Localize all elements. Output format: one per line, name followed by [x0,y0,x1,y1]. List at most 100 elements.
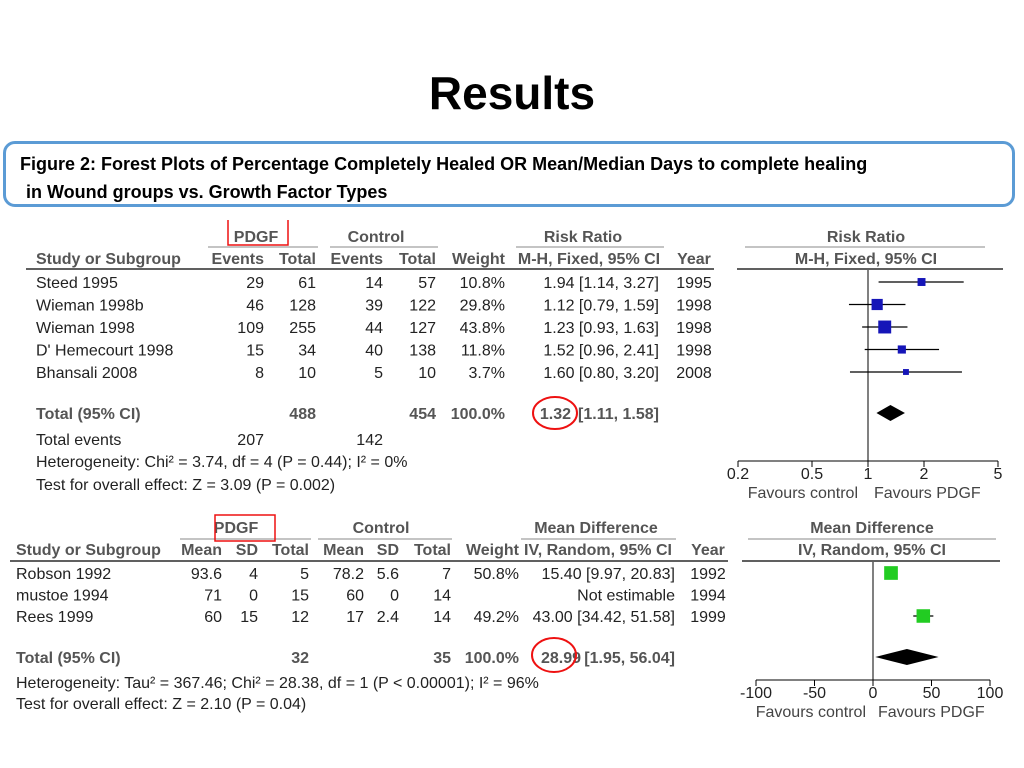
events1-value: 8 [255,365,264,382]
year-column-header: Year [677,251,711,268]
group2-header: Control [348,229,405,246]
total2-value: 122 [409,298,436,315]
caption-line-1: Figure 2: Forest Plots of Percentage Com… [20,154,868,174]
total2-value: 138 [409,343,436,360]
effect-ci-value: 1.12 [0.79, 1.59] [543,298,659,315]
heterogeneity-text: Heterogeneity: Chi² = 3.74, df = 4 (P = … [36,454,407,471]
study-name: Wieman 1998 [36,320,135,337]
total1-value: 10 [298,365,316,382]
total1-value: 61 [298,275,316,292]
x-tick-label: 2 [920,466,929,483]
total1-value: 15 [291,588,309,605]
total2-value: 7 [442,566,451,583]
pooled-estimate-diamond [875,649,939,665]
x-tick-label: 50 [923,685,941,702]
total-weight-value: 100.0% [451,406,505,423]
events2-value: 44 [365,320,383,337]
events2-value: 14 [365,275,383,292]
sd1-value: 15 [240,609,258,626]
weight-value: 29.8% [460,298,505,315]
sd1-column-header: SD [236,542,258,559]
total2-column-header: Total [399,251,436,268]
total1-value: 255 [289,320,316,337]
total2-value: 127 [409,320,436,337]
effect-ci-value: 15.40 [9.97, 20.83] [542,566,675,583]
group1-header: PDGF [214,520,259,537]
events1-value: 46 [246,298,264,315]
total2-column-header: Total [414,542,451,559]
slide-title: Results [428,67,596,119]
total2-value: 57 [418,275,436,292]
study-name: mustoe 1994 [16,588,109,605]
total-label: Total (95% CI) [36,406,141,423]
total1-column-header: Total [272,542,309,559]
x-tick-label: 5 [994,466,1003,483]
study-name: D' Hemecourt 1998 [36,343,173,360]
x-tick-label: 0 [869,685,878,702]
year-value: 1999 [690,609,726,626]
weight-column-header: Weight [452,251,506,268]
total-ci-value: [1.11, 1.58] [578,406,659,423]
x-tick-label: 0.2 [727,466,749,483]
total-estimate-highlight [532,396,578,430]
sd1-value: 4 [249,566,258,583]
point-estimate-marker [878,320,892,334]
mean2-column-header: Mean [323,542,364,559]
x-tick-label: 100 [977,685,1004,702]
events2-column-header: Events [331,251,384,268]
total1-value: 5 [300,566,309,583]
study-name: Steed 1995 [36,275,118,292]
heterogeneity-text: Heterogeneity: Tau² = 367.46; Chi² = 28.… [16,675,539,692]
mean1-value: 93.6 [191,566,222,583]
study-name: Bhansali 2008 [36,365,138,382]
weight-value: 3.7% [469,365,505,382]
study-column-header: Study or Subgroup [36,251,181,268]
total2-value: 10 [418,365,436,382]
events1-column-header: Events [212,251,265,268]
effect-header: Mean Difference [534,520,658,537]
favours-left-label: Favours control [756,704,866,721]
total-events-label: Total events [36,432,121,449]
year-value: 1998 [676,298,712,315]
events2-value: 40 [365,343,383,360]
sd2-value: 2.4 [377,609,399,626]
year-value: 1992 [690,566,726,583]
point-estimate-marker [871,298,883,311]
study-name: Robson 1992 [16,566,111,583]
mean1-value: 60 [204,609,222,626]
weight-value: 43.8% [460,320,505,337]
risk-ratio-forest-plot: PDGF Control Risk Ratio Risk Ratio Study or … [26,220,1003,502]
effect-ci-value: 1.52 [0.96, 2.41] [543,343,659,360]
total2-value: 14 [433,609,451,626]
total-events1-value: 207 [237,432,264,449]
sd2-value: 0 [390,588,399,605]
total-events2-value: 142 [356,432,383,449]
group2-header: Control [353,520,410,537]
favours-left-label: Favours control [748,485,858,502]
total2-value: 14 [433,588,451,605]
group1-header: PDGF [234,229,279,246]
events2-value: 39 [365,298,383,315]
effect-ci-value: 43.00 [34.42, 51.58] [533,609,675,626]
total2-value: 454 [409,406,436,423]
year-value: 2008 [676,365,712,382]
total-estimate-highlight [531,637,577,673]
weight-value: 50.8% [474,566,519,583]
point-estimate-marker [897,345,906,354]
total2-value: 35 [433,650,451,667]
weight-value: 11.8% [461,343,505,360]
weight-column-header: Weight [466,542,520,559]
plot-effect-header: Risk Ratio [827,229,905,246]
x-tick-label: -50 [803,685,826,702]
events1-value: 15 [246,343,264,360]
figure-caption-box: Figure 2: Forest Plots of Percentage Com… [3,141,1015,207]
plot-method-header: M-H, Fixed, 95% CI [795,251,937,268]
group1-highlight-box [214,514,276,542]
total-estimate-value: 1.32 [540,406,571,423]
effect-ci-value: 1.60 [0.80, 3.20] [543,365,659,382]
plot-effect-header: Mean Difference [810,520,934,537]
sd2-column-header: SD [377,542,399,559]
sd1-value: 0 [249,588,258,605]
total-estimate-value: 28.99 [541,650,581,667]
total-weight-value: 100.0% [465,650,519,667]
